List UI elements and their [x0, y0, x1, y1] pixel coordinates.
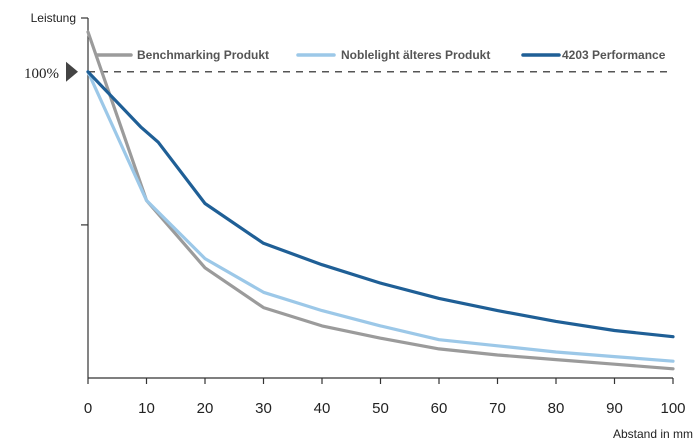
- series-group: [86, 30, 675, 371]
- x-tick-label: 60: [431, 400, 448, 417]
- legend: Benchmarking Produkt Noblelight älteres P…: [95, 48, 666, 62]
- y-axis-title: Leistung: [31, 11, 76, 25]
- reference-marker-triangle: [66, 61, 78, 82]
- legend-label-1: Benchmarking Produkt: [137, 48, 269, 62]
- series-line-2: [86, 70, 675, 363]
- reference-line-group: 100%: [24, 61, 673, 82]
- x-axis-title: Abstand in mm: [613, 427, 693, 441]
- x-tick-label: 90: [606, 400, 623, 417]
- legend-label-2: Noblelight älteres Produkt: [341, 48, 490, 62]
- series-line-1: [86, 30, 675, 371]
- x-tick-label: 10: [138, 400, 155, 417]
- x-tick-label: 30: [255, 400, 272, 417]
- legend-label-3: 4203 Performance: [562, 48, 666, 62]
- reference-label: 100%: [24, 66, 59, 82]
- x-tick-label: 0: [84, 400, 92, 417]
- series-line-3: [86, 70, 675, 339]
- x-tick-label: 70: [489, 400, 506, 417]
- chart-axes: Leistung 0 10 20 30 40 50 60 70 80 90 100 Abstand in…: [31, 11, 693, 441]
- x-tick-label: 100: [660, 400, 685, 417]
- x-tick-label: 50: [372, 400, 389, 417]
- x-tick-label: 40: [314, 400, 331, 417]
- x-tick-label: 80: [548, 400, 565, 417]
- x-tick-label: 20: [197, 400, 214, 417]
